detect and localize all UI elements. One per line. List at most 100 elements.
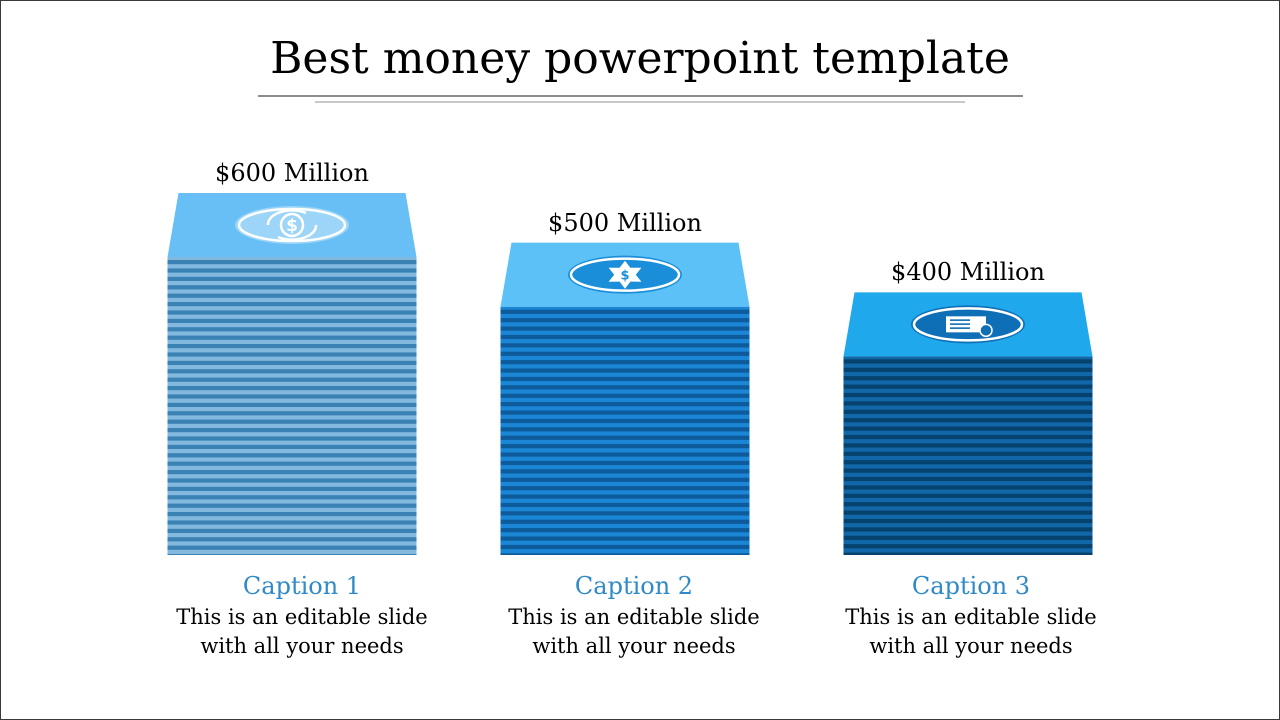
stack-stripe — [500, 343, 750, 348]
stack-stripe — [500, 368, 750, 373]
stack-stripe — [500, 418, 750, 424]
stack-stripe — [843, 426, 1093, 431]
title-underline — [258, 95, 1023, 97]
badge-star — [608, 260, 642, 289]
stack-stripe — [500, 486, 750, 491]
stack-stripe — [167, 453, 417, 458]
stack-stripe — [167, 285, 417, 290]
dollar-glyph: $ — [286, 216, 298, 236]
stack-stripe — [167, 335, 417, 340]
check-coin — [979, 323, 993, 338]
stack-stripe — [500, 385, 750, 390]
stack-stripe — [500, 511, 750, 516]
stack-stripe — [843, 434, 1093, 440]
caption-title-1: Caption 1 — [242, 572, 362, 600]
stack-stripe — [500, 469, 750, 474]
check-line — [950, 327, 970, 329]
stack-stripe — [500, 402, 750, 407]
stack-stripe — [500, 360, 750, 365]
stack-stripe — [167, 276, 417, 281]
stack-top-face — [167, 193, 417, 257]
stack-stripe — [500, 351, 750, 356]
stack-stripe — [167, 537, 417, 542]
stack-stripe — [167, 318, 417, 323]
money-stack-1: $ — [167, 193, 417, 555]
stack-stripe — [500, 544, 750, 550]
stack-stripes — [167, 260, 417, 555]
stack-stripe — [843, 485, 1093, 490]
stack-stripe — [843, 359, 1093, 364]
dollar-badge-icon: $ — [568, 255, 682, 294]
stack-stripe — [167, 478, 417, 483]
stack-stripe — [167, 386, 417, 391]
caption-line: with all your needs — [532, 634, 736, 658]
stack-stripe — [843, 409, 1093, 414]
stack-stripe — [167, 268, 417, 273]
stack-stripe — [843, 384, 1093, 389]
caption-text-3: This is an editable slide with all your … — [821, 603, 1121, 661]
stack-stripe — [843, 443, 1093, 448]
icon-badge — [235, 206, 349, 244]
stack-stripe — [167, 503, 417, 508]
exchange-arrow — [277, 224, 318, 241]
stack-stripe — [500, 376, 750, 382]
stack-stripes — [843, 359, 1093, 555]
stack-stripe — [500, 528, 750, 533]
stack-stripe — [167, 419, 417, 424]
caption-line: This is an editable slide — [176, 605, 428, 629]
stack-stripe — [843, 451, 1093, 456]
stack-stripe — [167, 461, 417, 466]
stack-stripe — [500, 427, 750, 432]
stack-stripe — [167, 369, 417, 374]
value-label-1: $600 Million — [215, 159, 369, 187]
stack-stripe — [167, 444, 417, 449]
stack-stripe — [843, 493, 1093, 498]
stack-stripe — [843, 376, 1093, 381]
stack-stripe — [167, 302, 417, 307]
stack-stripe — [167, 260, 417, 265]
stack-stripe — [500, 435, 750, 440]
value-label-2: $500 Million — [548, 208, 702, 237]
stack-stripe — [500, 410, 750, 415]
caption-line: This is an editable slide — [845, 605, 1097, 629]
slide-title: Best money powerpoint template — [270, 33, 1010, 84]
exchange-arrow — [266, 209, 307, 226]
stack-stripe — [167, 520, 417, 525]
caption-text-2: This is an editable slide with all your … — [484, 603, 784, 661]
stack-stripe — [500, 502, 750, 508]
stack-stripe — [500, 477, 750, 482]
coin-outline — [279, 212, 305, 238]
title-underline-secondary — [315, 101, 965, 103]
stack-stripes — [500, 309, 750, 555]
stack-stripe — [500, 460, 750, 466]
icon-badge-ring — [569, 257, 681, 292]
stack-stripe — [167, 470, 417, 475]
stack-stripe — [167, 495, 417, 500]
caption-text-1: This is an editable slide with all your … — [152, 603, 452, 661]
stack-stripe — [167, 411, 417, 416]
caption-title-2: Caption 2 — [574, 572, 694, 600]
stack-stripe — [167, 327, 417, 332]
stack-stripe — [843, 418, 1093, 423]
stack-stripe — [167, 486, 417, 491]
stack-stripe — [500, 393, 750, 398]
icon-badge-ring — [912, 307, 1024, 342]
stack-stripe — [843, 502, 1093, 507]
stack-stripe — [500, 494, 750, 499]
stack-stripe — [500, 553, 750, 555]
stack-stripe — [167, 310, 417, 315]
stack-stripe — [167, 528, 417, 533]
stack-stripe — [167, 428, 417, 433]
stack-stripe — [167, 377, 417, 382]
stack-stripe — [167, 293, 417, 298]
stack-stripe — [167, 344, 417, 349]
stack-stripe — [500, 519, 750, 524]
stack-stripe — [843, 367, 1093, 372]
stack-stripe — [843, 544, 1093, 549]
caption-line: with all your needs — [200, 634, 404, 658]
stack-stripe — [167, 512, 417, 517]
check-payment-icon — [911, 305, 1025, 344]
stack-stripe — [500, 536, 750, 541]
dollar-glyph: $ — [620, 269, 629, 284]
